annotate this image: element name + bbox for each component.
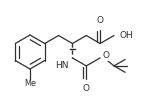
Text: O: O: [97, 16, 104, 25]
Text: O: O: [102, 51, 109, 60]
Text: HN: HN: [55, 61, 68, 70]
Text: OH: OH: [119, 31, 133, 40]
Text: Me: Me: [24, 79, 36, 88]
Text: O: O: [83, 84, 90, 93]
